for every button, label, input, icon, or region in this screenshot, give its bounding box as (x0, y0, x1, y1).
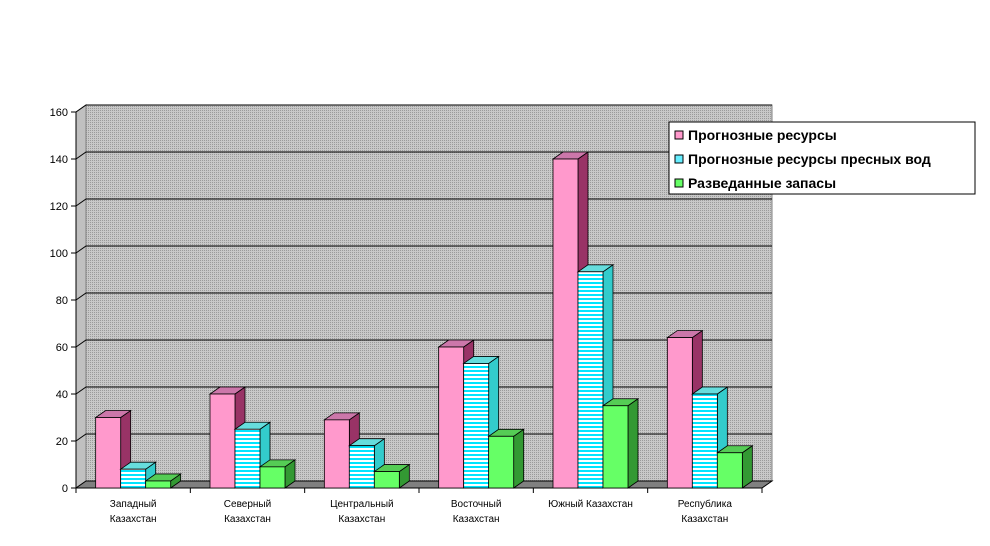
bar (258, 459, 297, 489)
gridline (75, 151, 772, 160)
bar-front (552, 158, 579, 489)
plot-area: 0 20 40 60 80 100 120 140 160 Западный Казахстан Се… (50, 104, 774, 525)
bar-front (463, 363, 490, 489)
bar-front (373, 471, 400, 489)
bar-front (323, 419, 350, 489)
bar (601, 397, 640, 489)
bar-front (209, 393, 236, 489)
bar (716, 444, 754, 489)
bar-side (513, 428, 525, 489)
gridline (75, 433, 772, 442)
bar (348, 437, 386, 489)
y-tick-label: 140 (50, 154, 68, 166)
x-tick-label: Восточный Казахстан (451, 499, 502, 525)
y-tick-label: 0 (62, 483, 68, 495)
legend-label: Прогнозные ресурсы (688, 127, 837, 143)
y-tick-label: 60 (56, 342, 68, 354)
gridline (75, 339, 772, 348)
bar-front (488, 435, 515, 489)
y-tick-label: 160 (50, 107, 68, 119)
y-tick-label: 120 (50, 201, 68, 213)
bar (373, 463, 411, 489)
legend-swatch (674, 154, 684, 164)
gridline (75, 245, 772, 254)
bar-front (666, 337, 693, 489)
gridline (75, 104, 772, 113)
legend-label: Прогнозные ресурсы пресных вод (688, 151, 931, 167)
legend: Прогнозные ресурсы Прогнозные ресурсы пре… (668, 121, 976, 195)
bar-front (438, 346, 465, 489)
bar (94, 409, 132, 489)
y-tick-label: 100 (50, 248, 68, 260)
gridline (75, 386, 772, 395)
bar-side (627, 397, 639, 489)
bar-front (691, 393, 718, 489)
bar-front (716, 452, 743, 489)
bar-front (145, 480, 172, 489)
x-tick-label: Центральный Казахстан (330, 499, 394, 525)
bar-front (234, 428, 261, 489)
y-tick-label: 20 (56, 436, 68, 448)
y-tick-label: 80 (56, 295, 68, 307)
legend-box (668, 121, 976, 195)
bar-front (348, 445, 375, 489)
legend-label: Разведанные запасы (688, 175, 836, 191)
x-tick-label: Северный Казахстан (224, 499, 271, 525)
bar-front (95, 417, 122, 489)
bar-front (577, 271, 604, 489)
gridline (75, 292, 772, 301)
y-tick-label: 40 (56, 389, 68, 401)
bar-front (120, 468, 147, 489)
x-tick-label: Южный Казахстан (548, 499, 633, 510)
legend-swatch (674, 130, 684, 140)
legend-swatch (674, 178, 684, 188)
bar-front (259, 466, 286, 489)
bar-front (602, 405, 629, 489)
x-tick-label: Республика Казахстан (678, 498, 733, 525)
bar (487, 428, 525, 489)
bar (144, 473, 182, 489)
x-tick-label: Западный Казахстан (110, 499, 157, 525)
gridline (75, 198, 772, 207)
